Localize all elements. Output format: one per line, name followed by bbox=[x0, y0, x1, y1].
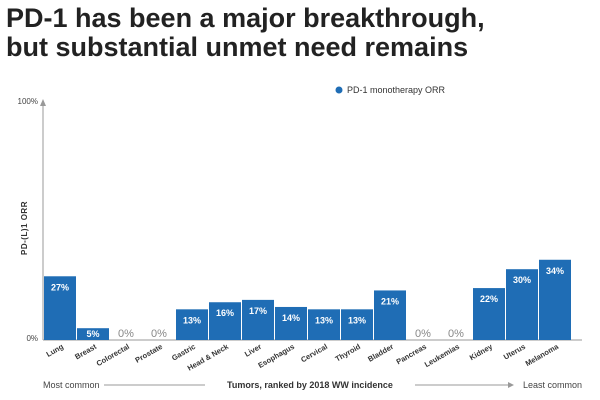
x-tick-label-melanoma: Melanoma bbox=[524, 342, 561, 369]
x-tick-label-cervical: Cervical bbox=[299, 342, 329, 364]
page-title: PD-1 has been a major breakthrough, but … bbox=[6, 4, 596, 62]
bar-thyroid bbox=[341, 309, 373, 340]
x-tick-label-esophagus: Esophagus bbox=[256, 342, 296, 370]
value-label-esophagus: 14% bbox=[282, 313, 300, 323]
x-axis-title: Tumors, ranked by 2018 WW incidence bbox=[227, 380, 393, 390]
legend-label: PD-1 monotherapy ORR bbox=[347, 85, 446, 95]
legend-marker bbox=[335, 86, 343, 94]
x-tick-label-uterus: Uterus bbox=[502, 342, 527, 362]
y-axis-label: PD-(L)1 ORR bbox=[20, 201, 29, 255]
x-tick-label-colorectal: Colorectal bbox=[95, 342, 131, 368]
value-label-breast: 5% bbox=[86, 329, 99, 339]
value-label-cervical: 13% bbox=[315, 315, 333, 325]
bars-group bbox=[44, 259, 571, 340]
bottom-axis-annotation: Most common Tumors, ranked by 2018 WW in… bbox=[43, 377, 582, 391]
bar-head-neck bbox=[209, 302, 241, 340]
value-label-uterus: 30% bbox=[513, 275, 531, 285]
value-label-leukemias: 0% bbox=[448, 328, 464, 340]
value-label-kidney: 22% bbox=[480, 294, 498, 304]
x-tick-label-gastric: Gastric bbox=[170, 342, 197, 363]
x-tick-label-lung: Lung bbox=[45, 342, 66, 359]
y-tick-bottom: 0% bbox=[26, 334, 38, 343]
x-tick-label-breast: Breast bbox=[73, 342, 98, 362]
center-label-bg bbox=[205, 377, 415, 391]
x-tick-label-prostate: Prostate bbox=[134, 342, 164, 365]
most-common-label: Most common bbox=[43, 380, 100, 390]
bar-esophagus bbox=[275, 306, 307, 340]
value-label-liver: 17% bbox=[249, 306, 267, 316]
value-label-gastric: 13% bbox=[183, 315, 201, 325]
y-tick-top: 100% bbox=[18, 97, 38, 106]
least-common-label: Least common bbox=[523, 380, 582, 390]
y-axis bbox=[40, 99, 46, 340]
x-tick-label-thyroid: Thyroid bbox=[334, 342, 363, 364]
value-label-pancreas: 0% bbox=[415, 328, 431, 340]
bottom-arrow-head bbox=[508, 382, 514, 388]
value-label-thyroid: 13% bbox=[348, 315, 366, 325]
bar-bladder bbox=[374, 290, 406, 340]
bar-uterus bbox=[506, 269, 538, 340]
value-label-prostate: 0% bbox=[151, 328, 167, 340]
bar-cervical bbox=[308, 309, 340, 340]
value-label-lung: 27% bbox=[51, 282, 69, 292]
x-tick-label-bladder: Bladder bbox=[366, 342, 395, 364]
value-label-melanoma: 34% bbox=[546, 266, 564, 276]
y-axis-arrow bbox=[40, 99, 46, 106]
x-tick-label-leukemias: Leukemias bbox=[423, 342, 461, 369]
x-tick-label-liver: Liver bbox=[243, 342, 263, 359]
bar-lung bbox=[44, 276, 76, 340]
value-label-head-neck: 16% bbox=[216, 308, 234, 318]
bar-gastric bbox=[176, 309, 208, 340]
title-line-2: but substantial unmet need remains bbox=[6, 32, 469, 62]
legend: PD-1 monotherapy ORR bbox=[335, 85, 446, 95]
value-label-colorectal: 0% bbox=[118, 328, 134, 340]
bar-breast bbox=[77, 328, 109, 340]
bar-liver bbox=[242, 299, 274, 340]
x-tick-label-kidney: Kidney bbox=[468, 342, 495, 363]
title-line-1: PD-1 has been a major breakthrough, bbox=[6, 3, 485, 33]
bar-kidney bbox=[473, 288, 505, 340]
value-label-bladder: 21% bbox=[381, 296, 399, 306]
bar-melanoma bbox=[539, 259, 571, 340]
value-labels-group: 27% 5% 0% 0% 13% 16% 17% 14% 13% 13% 21% 0% 0% 22% 30%… bbox=[51, 266, 564, 340]
